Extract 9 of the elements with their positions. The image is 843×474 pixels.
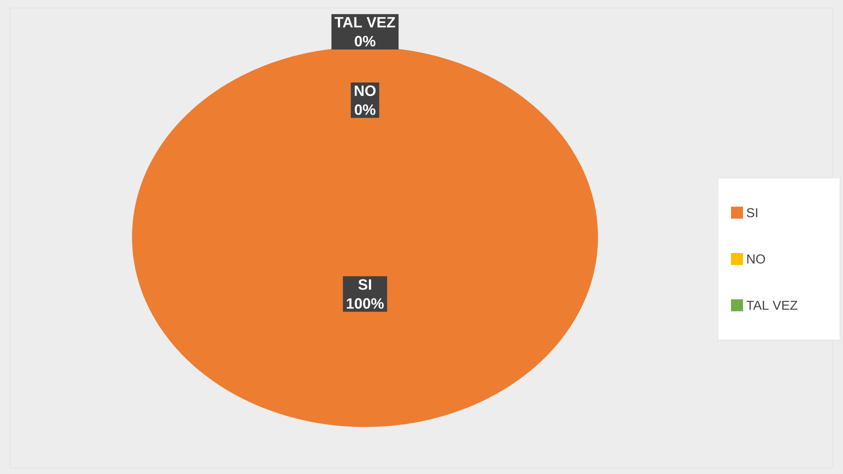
category-label: NO — [354, 85, 376, 96]
legend-label: TAL VEZ — [746, 300, 798, 310]
data-label: 100% — [346, 298, 384, 309]
legend-label: SI — [746, 208, 758, 218]
text: 0% — [354, 36, 376, 46]
text: 0% — [354, 104, 376, 115]
category-label: TAL VEZ — [334, 17, 396, 28]
legend-label: NO — [747, 254, 766, 264]
slice-label: SI — [358, 279, 372, 290]
